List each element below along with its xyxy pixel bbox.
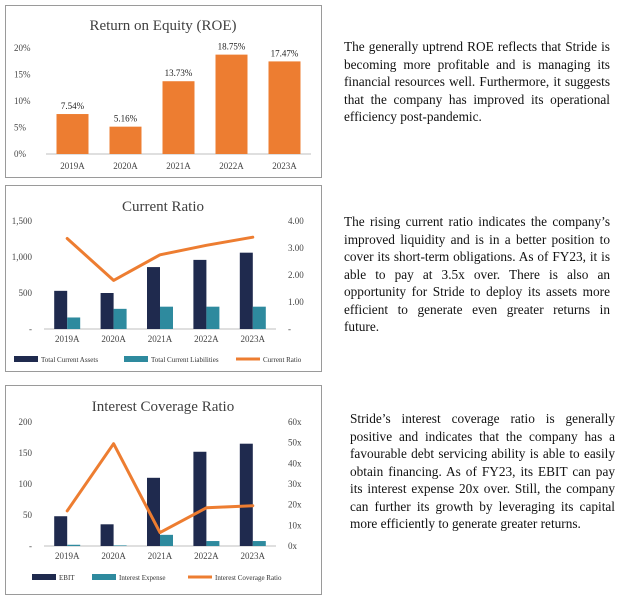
left-y-tick-label: 1,000 (12, 252, 33, 262)
y-tick-label: 0% (14, 149, 27, 159)
legend-swatch (32, 574, 56, 580)
secondary-bar (67, 544, 81, 546)
x-tick-label: 2022A (219, 161, 244, 171)
roe-data-label: 7.54% (61, 101, 85, 111)
secondary-bar (160, 534, 173, 546)
roe-bar (162, 81, 195, 154)
left-y-tick-label: 500 (19, 288, 33, 298)
x-tick-label: 2022A (194, 551, 219, 561)
right-y-tick-label: 60x (288, 417, 302, 427)
primary-bar (239, 443, 253, 546)
roe-data-label: 17.47% (271, 48, 299, 58)
right-y-tick-label: 1.00 (288, 297, 304, 307)
x-tick-label: 2021A (148, 334, 173, 344)
legend-swatch (92, 574, 116, 580)
roe-data-label: 18.75% (218, 42, 246, 52)
chart-title: Return on Equity (ROE) (89, 18, 236, 34)
roe-bar (56, 114, 89, 154)
secondary-bar (252, 306, 266, 329)
x-tick-label: 2023A (241, 334, 266, 344)
interest-coverage-chart: Interest Coverage Ratio - 50 100 150 200 0x 10x… (19, 399, 303, 582)
secondary-bar (113, 545, 127, 546)
roe-data-label: 5.16% (114, 114, 138, 124)
y-tick-label: 10% (14, 96, 31, 106)
left-y-tick-label: 100 (19, 479, 33, 489)
roe-bar (109, 126, 142, 154)
x-tick-label: 2020A (101, 334, 126, 344)
right-y-tick-label: 50x (288, 438, 302, 448)
right-y-tick-label: - (288, 324, 291, 334)
left-y-tick-label: 200 (19, 417, 33, 427)
primary-bar (100, 524, 114, 546)
legend-swatch (14, 356, 38, 362)
right-y-tick-label: 4.00 (288, 216, 304, 226)
right-y-tick-label: 30x (288, 479, 302, 489)
roe-chart: Return on Equity (ROE) 0% 5% 10% 15% 20% 7.54%… (14, 18, 311, 171)
current-ratio-chart: Current Ratio - 500 1,000 1,500 - 1.00 2.00 3.00… (12, 199, 305, 364)
left-y-tick-label: 50 (23, 510, 33, 520)
primary-bar (54, 290, 68, 329)
ratio-line (65, 235, 255, 282)
left-y-tick-label: - (29, 541, 32, 551)
x-tick-label: 2022A (194, 334, 219, 344)
y-tick-label: 20% (14, 43, 31, 53)
primary-bar (193, 451, 207, 546)
left-y-tick-label: 1,500 (12, 216, 33, 226)
roe-data-label: 13.73% (165, 68, 193, 78)
y-tick-label: 5% (14, 123, 27, 133)
y-tick-label: 15% (14, 70, 31, 80)
legend-label: Current Ratio (263, 356, 302, 364)
chart-title: Interest Coverage Ratio (92, 399, 234, 415)
primary-bar (239, 252, 253, 329)
legend-label: Interest Coverage Ratio (215, 574, 282, 582)
legend-label: EBIT (59, 574, 75, 582)
chart-title: Current Ratio (122, 199, 204, 215)
roe-chart-panel: Return on Equity (ROE) 0% 5% 10% 15% 20% 7.54%… (5, 5, 322, 178)
secondary-bar (67, 317, 81, 329)
interest-coverage-chart-panel: Interest Coverage Ratio - 50 100 150 200 0x 10x… (5, 385, 322, 595)
x-tick-label: 2023A (272, 161, 297, 171)
x-tick-label: 2023A (241, 551, 266, 561)
secondary-bar (113, 308, 127, 329)
secondary-bar (206, 541, 220, 546)
primary-bar (54, 516, 68, 546)
primary-bar (193, 259, 207, 329)
x-tick-label: 2019A (60, 161, 85, 171)
legend-label: Total Current Liabilities (151, 356, 219, 364)
secondary-bar (206, 306, 220, 329)
x-tick-label: 2019A (55, 334, 80, 344)
secondary-bar (160, 306, 173, 329)
legend-label: Total Current Assets (41, 356, 98, 364)
x-tick-label: 2020A (101, 551, 126, 561)
current-ratio-commentary: The rising current ratio indicates the c… (344, 214, 610, 334)
x-tick-label: 2019A (55, 551, 80, 561)
left-y-tick-label: 150 (19, 448, 33, 458)
roe-bar (268, 61, 301, 155)
roe-commentary: The generally uptrend ROE reflects that … (344, 39, 610, 124)
roe-bar (215, 54, 248, 154)
left-y-tick-label: - (29, 324, 32, 334)
legend-swatch (124, 356, 148, 362)
x-tick-label: 2020A (113, 161, 138, 171)
ratio-line (65, 442, 255, 535)
x-tick-label: 2021A (166, 161, 191, 171)
primary-bar (147, 267, 160, 329)
secondary-bar (252, 541, 266, 546)
legend-label: Interest Expense (119, 574, 165, 582)
right-y-tick-label: 0x (288, 541, 298, 551)
right-y-tick-label: 3.00 (288, 243, 304, 253)
right-y-tick-label: 2.00 (288, 270, 304, 280)
current-ratio-chart-panel: Current Ratio - 500 1,000 1,500 - 1.00 2.00 3.00… (5, 185, 322, 372)
x-tick-label: 2021A (148, 551, 173, 561)
right-y-tick-label: 20x (288, 500, 302, 510)
primary-bar (100, 293, 114, 329)
interest-coverage-commentary: Stride’s interest coverage ratio is gene… (350, 411, 615, 531)
right-y-tick-label: 10x (288, 520, 302, 530)
right-y-tick-label: 40x (288, 458, 302, 468)
